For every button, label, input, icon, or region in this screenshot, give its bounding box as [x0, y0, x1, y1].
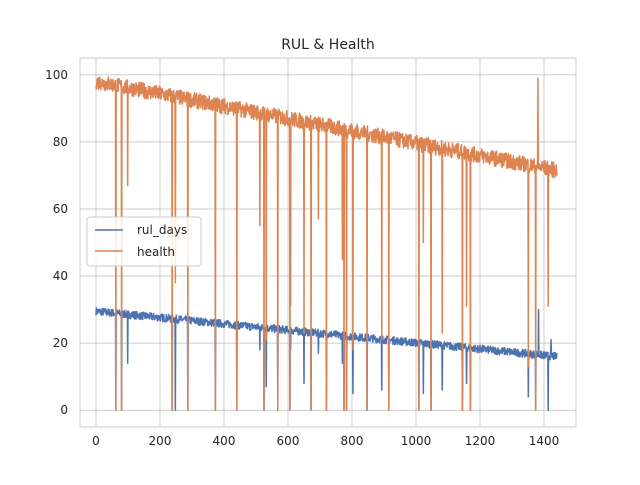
series-layer: [95, 76, 558, 411]
y-tick-label: 0: [60, 403, 68, 417]
x-tick-label: 200: [149, 434, 172, 448]
x-tick-label: 400: [213, 434, 236, 448]
y-tick-label: 100: [45, 68, 68, 82]
chart-title: RUL & Health: [281, 37, 375, 53]
x-tick-label: 800: [341, 434, 364, 448]
y-tick-labels: 0 20 40 60 80 100: [45, 68, 68, 417]
legend-label-rul-days: rul_days: [137, 223, 187, 237]
y-tick-label: 20: [53, 336, 68, 350]
x-tick-label: 1000: [401, 434, 432, 448]
x-tick-label: 0: [92, 434, 100, 448]
x-tick-labels: 0 200 400 600 800 1000 1200 1400: [92, 434, 559, 448]
x-tick-label: 600: [277, 434, 300, 448]
x-tick-label: 1400: [529, 434, 560, 448]
y-tick-label: 40: [53, 269, 68, 283]
y-tick-label: 80: [53, 135, 68, 149]
legend: rul_days health: [86, 216, 202, 267]
grid: [80, 58, 576, 427]
axes-frame: [79, 57, 577, 428]
legend-label-health: health: [137, 245, 175, 259]
x-tick-label: 1200: [465, 434, 496, 448]
y-tick-label: 60: [53, 202, 68, 216]
series-line-health: [95, 76, 558, 411]
